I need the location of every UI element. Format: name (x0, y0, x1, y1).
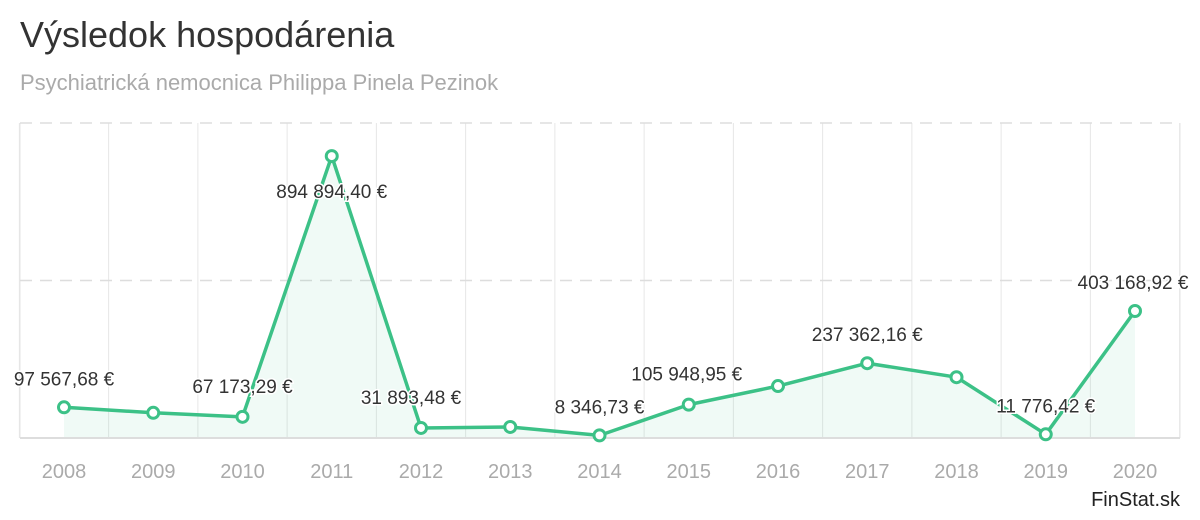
chart-subtitle: Psychiatrická nemocnica Philippa Pinela … (20, 70, 499, 95)
data-label: 31 893,48 € (361, 388, 462, 409)
data-point (1038, 427, 1053, 442)
x-tick-label: 2018 (934, 461, 979, 483)
x-tick-label: 2020 (1113, 461, 1158, 483)
data-point (503, 419, 518, 434)
data-point (592, 428, 607, 443)
data-point (146, 405, 161, 420)
data-point (1128, 304, 1142, 319)
x-tick-label: 2017 (845, 461, 890, 483)
x-tick-label: 2010 (220, 461, 265, 483)
data-label: 105 948,95 € (631, 365, 742, 386)
data-label: 97 567,68 € (14, 369, 115, 390)
data-label: 237 362,16 € (812, 325, 923, 346)
finstat-credit[interactable]: FinStat.sk (1091, 489, 1180, 511)
data-label: 67 173,29 € (192, 377, 293, 398)
data-label: 403 168,92 € (1078, 273, 1189, 294)
data-label: 8 346,73 € (555, 397, 645, 418)
x-tick-label: 2013 (488, 461, 533, 483)
data-point (414, 420, 428, 435)
x-tick-label: 2012 (399, 461, 444, 483)
x-tick-label: 2008 (42, 461, 87, 483)
data-point (324, 149, 339, 164)
data-point (57, 400, 71, 415)
data-label: 11 776,42 € (996, 396, 1095, 417)
x-tick-label: 2016 (756, 461, 801, 483)
x-tick-label: 2019 (1024, 461, 1069, 483)
data-point (681, 397, 696, 412)
x-tick-label: 2014 (577, 461, 622, 483)
data-point (771, 379, 785, 394)
x-tick-label: 2015 (667, 461, 712, 483)
chart-title: Výsledok hospodárenia (20, 14, 395, 55)
x-tick-label: 2009 (131, 461, 176, 483)
x-tick-label: 2011 (310, 461, 353, 483)
data-point (860, 356, 875, 371)
data-point (949, 370, 964, 385)
data-point (235, 409, 250, 424)
data-label: 894 894,40 € (276, 182, 387, 203)
